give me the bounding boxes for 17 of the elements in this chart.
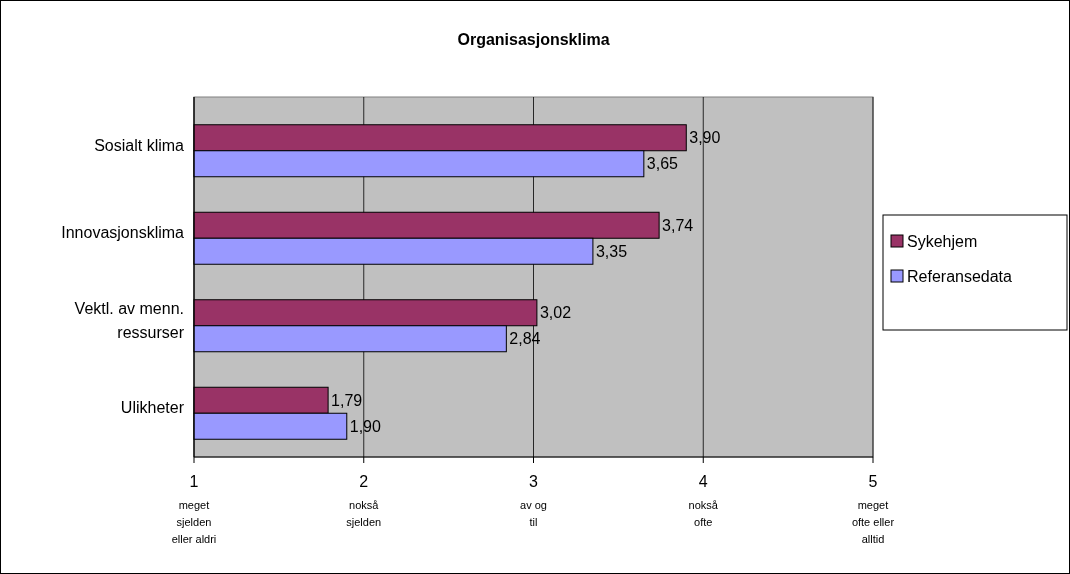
y-tick-label: Vektl. av menn. ressurser [74,299,185,341]
legend-label: Referansedata [907,267,1013,285]
x-tick-label: 5 meget ofte eller alltid [851,473,895,545]
data-label: 3,74 [662,216,694,234]
y-tick-label: Sosialt klima [94,136,185,154]
x-tick-label: 2 nokså sjelden [346,473,382,528]
y-tick-label: Ulikheter [120,399,185,417]
data-label: 3,02 [539,304,572,322]
legend-label: Sykehjem [907,232,978,250]
data-label: 1,79 [331,391,363,409]
x-tick-label: 4 nokså ofte [688,473,719,528]
data-label: 3,35 [595,242,628,260]
x-tick-label: 3 av og til [520,473,547,528]
data-label: 3,65 [646,155,679,173]
x-tick-label: 1 meget sjelden eller aldri [171,473,217,545]
chart-title: Organisasjonsklima [457,31,610,48]
y-tick-label: Innovasjonsklima [61,224,185,242]
